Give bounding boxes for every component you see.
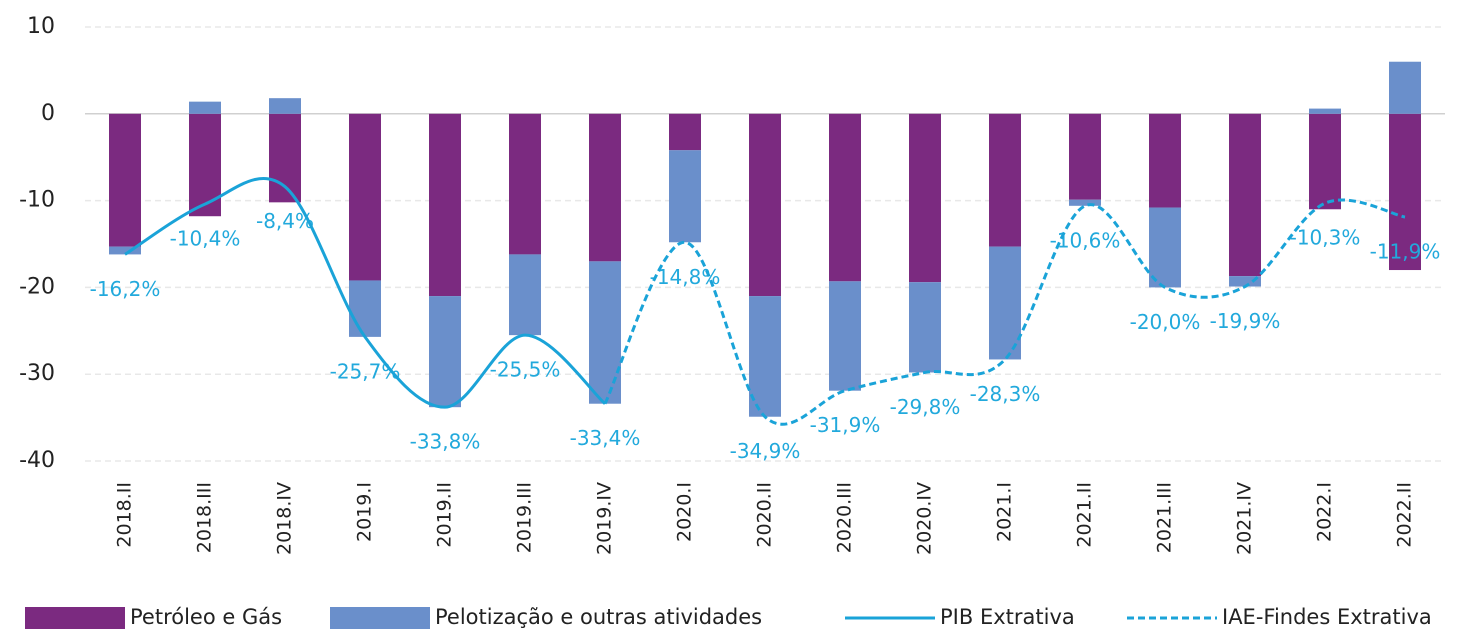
bar <box>989 246 1021 360</box>
data-label: -10,3% <box>1290 226 1361 250</box>
y-tick-label: -10 <box>19 188 55 213</box>
bar <box>1389 61 1421 114</box>
bar <box>669 150 701 243</box>
bar <box>509 254 541 336</box>
data-label: -10,6% <box>1050 228 1121 252</box>
x-tick-label: 2019.I <box>354 482 376 542</box>
bar <box>349 113 381 281</box>
bar <box>509 113 541 255</box>
x-tick-label: 2020.I <box>674 482 696 542</box>
x-tick-label: 2020.II <box>754 482 776 548</box>
bar <box>1069 113 1101 200</box>
bar <box>589 261 621 404</box>
data-label: -25,7% <box>330 359 401 383</box>
data-label: -19,9% <box>1210 309 1281 333</box>
data-label: -25,5% <box>490 358 561 382</box>
bar <box>109 113 141 247</box>
legend-label: IAE-Findes Extrativa <box>1222 605 1432 629</box>
data-label: -31,9% <box>810 413 881 437</box>
bar <box>1149 207 1181 288</box>
line <box>603 198 1406 426</box>
data-label: -34,9% <box>730 439 801 463</box>
x-tick-label: 2022.I <box>1314 482 1336 542</box>
x-tick-label: 2019.IV <box>594 482 616 555</box>
bar <box>909 113 941 283</box>
x-tick-label: 2020.III <box>834 482 856 553</box>
bar <box>1309 113 1341 210</box>
x-tick-label: 2022.II <box>1394 482 1416 548</box>
x-tick-label: 2019.III <box>514 482 536 553</box>
bar <box>829 281 861 391</box>
bar <box>1149 113 1181 208</box>
bar <box>349 280 381 337</box>
x-tick-label: 2021.II <box>1074 482 1096 548</box>
bar <box>829 113 861 282</box>
data-label: -33,8% <box>410 430 481 454</box>
bar <box>749 113 781 297</box>
bar <box>1389 113 1421 271</box>
y-tick-label: -20 <box>19 274 55 299</box>
bar <box>1069 199 1101 206</box>
bar <box>989 113 1021 247</box>
bar <box>1229 276 1261 287</box>
data-label: -11,9% <box>1370 240 1441 264</box>
y-tick-label: 0 <box>41 101 55 126</box>
line <box>124 176 607 409</box>
data-label: -33,4% <box>570 426 641 450</box>
x-tick-label: 2018.IV <box>274 482 296 555</box>
data-label: -10,4% <box>170 227 241 251</box>
y-tick-label: 10 <box>27 14 55 39</box>
x-tick-label: 2019.II <box>434 482 456 548</box>
x-tick-label: 2020.IV <box>914 482 936 555</box>
data-label: -16,2% <box>90 277 161 301</box>
bar <box>269 113 301 203</box>
bar <box>589 113 621 262</box>
bar <box>749 296 781 417</box>
legend-label: Petróleo e Gás <box>130 605 282 629</box>
bar <box>189 101 221 114</box>
bar <box>429 296 461 408</box>
legend-swatch <box>330 607 430 629</box>
bar <box>109 246 141 255</box>
legend-label: Pelotização e outras atividades <box>435 605 762 629</box>
data-label: -29,8% <box>890 395 961 419</box>
x-tick-label: 2018.II <box>114 482 136 548</box>
bar <box>189 113 221 217</box>
x-tick-label: 2018.III <box>194 482 216 553</box>
y-tick-label: -40 <box>19 448 55 473</box>
legend-label: PIB Extrativa <box>940 605 1075 629</box>
bar <box>669 113 701 151</box>
bar <box>1309 108 1341 114</box>
x-tick-label: 2021.I <box>994 482 1016 542</box>
bar <box>1229 113 1261 277</box>
y-tick-label: -30 <box>19 361 55 386</box>
bar <box>909 282 941 373</box>
legend-swatch <box>25 607 125 629</box>
data-label: -28,3% <box>970 382 1041 406</box>
data-label: -20,0% <box>1130 310 1201 334</box>
x-tick-label: 2021.IV <box>1234 482 1256 555</box>
bar <box>429 113 461 297</box>
bar <box>269 98 301 114</box>
x-tick-label: 2021.III <box>1154 482 1176 553</box>
